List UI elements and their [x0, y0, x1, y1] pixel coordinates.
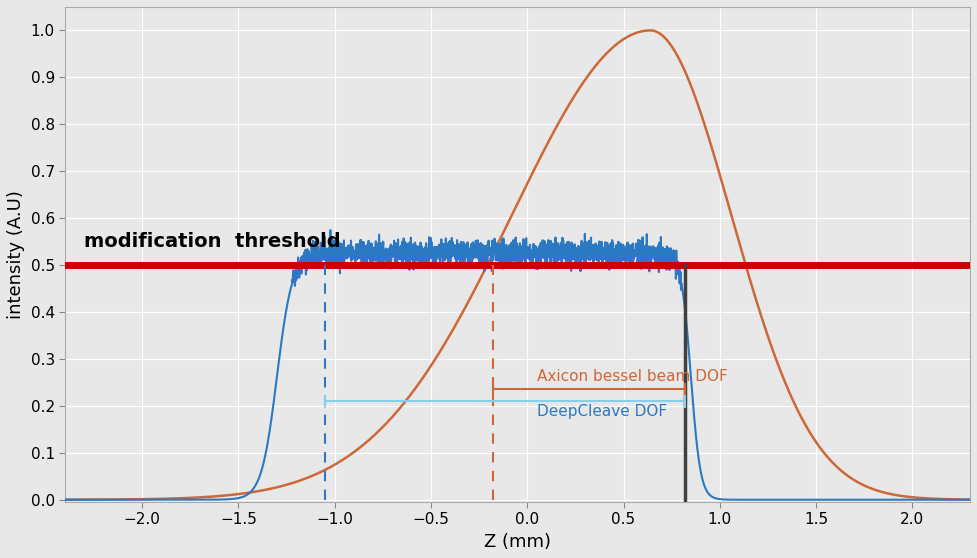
Text: Axicon bessel beam DOF: Axicon bessel beam DOF: [537, 369, 728, 384]
Text: modification  threshold: modification threshold: [84, 232, 341, 251]
Y-axis label: intensity (A.U): intensity (A.U): [7, 190, 25, 319]
Text: DeepCleave DOF: DeepCleave DOF: [537, 403, 667, 418]
X-axis label: Z (mm): Z (mm): [485, 533, 551, 551]
